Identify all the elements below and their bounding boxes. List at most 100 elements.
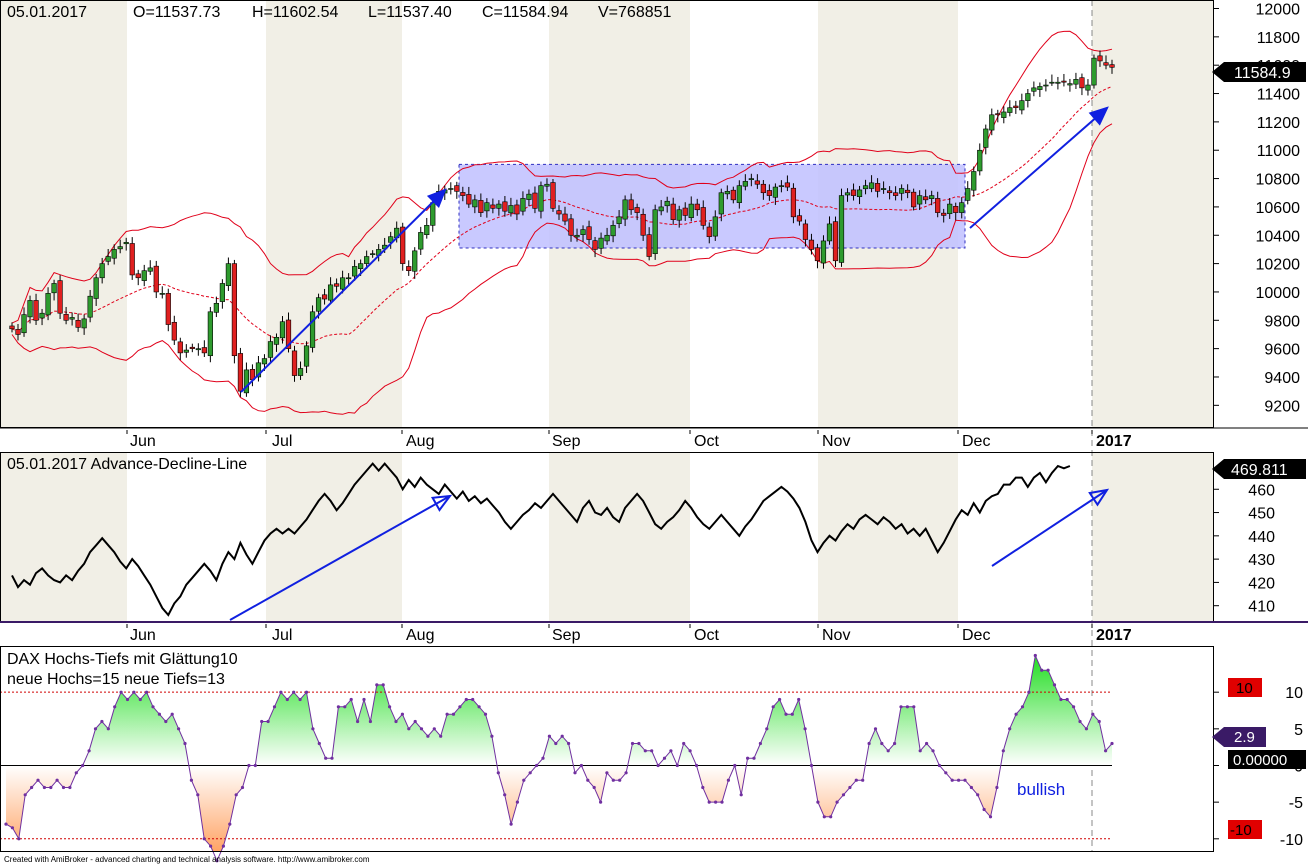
osc-point — [490, 734, 494, 738]
ad-month-label: Jun — [130, 627, 156, 644]
candle — [340, 270, 346, 294]
osc-point — [17, 837, 21, 841]
ad-trend-arrow-2-shaft — [991, 489, 1108, 567]
candle-body — [87, 295, 93, 318]
osc-point — [963, 778, 967, 782]
osc-point — [23, 793, 27, 797]
osc-point — [944, 771, 948, 775]
candle-body — [315, 297, 322, 312]
candle-body — [267, 341, 274, 358]
candle — [189, 343, 195, 353]
osc-point — [183, 741, 187, 746]
candle — [1043, 79, 1049, 92]
osc-point — [950, 778, 954, 782]
osc-point — [835, 800, 839, 804]
candle-body — [941, 212, 947, 216]
candle — [93, 273, 99, 306]
price-header-open: O=11537.73 — [133, 4, 220, 21]
candle-body — [201, 347, 207, 354]
candle-body — [995, 113, 1001, 116]
osc-point — [1033, 653, 1037, 658]
candle-body — [406, 266, 412, 271]
candle — [309, 305, 316, 353]
osc-point — [605, 771, 609, 775]
candle-body — [676, 209, 682, 221]
candle-body — [814, 247, 821, 262]
candle-body — [935, 198, 941, 213]
candle — [370, 250, 376, 258]
osc-point — [362, 697, 366, 702]
candle — [790, 183, 797, 224]
candle — [742, 174, 748, 191]
candle — [406, 260, 412, 276]
candle-body — [388, 236, 394, 243]
osc-point — [1008, 727, 1012, 731]
osc-point — [170, 712, 174, 716]
osc-point — [720, 800, 724, 804]
candle — [856, 185, 863, 205]
ad-trend-arrow-1-head — [430, 494, 453, 512]
candle-body — [965, 188, 971, 201]
candle-body — [989, 114, 995, 131]
candle-body — [147, 267, 153, 272]
candle-body — [15, 329, 21, 335]
advance-decline-panel[interactable] — [11, 462, 1110, 621]
candle — [586, 220, 592, 245]
candle-body — [772, 186, 778, 198]
osc-point — [196, 793, 200, 797]
candle-body — [953, 206, 959, 213]
bollinger-upper-band — [11, 30, 1113, 324]
candle-body — [454, 185, 460, 192]
osc-point — [662, 756, 667, 760]
candle — [454, 181, 460, 199]
candle-body — [1013, 105, 1019, 109]
candle — [478, 193, 484, 217]
candle-body — [57, 280, 63, 314]
candle-body — [604, 234, 610, 242]
osc-point — [496, 771, 500, 775]
osc-point — [93, 727, 98, 731]
candle-body — [321, 294, 328, 300]
ad-month-label: Jul — [272, 627, 292, 644]
candle — [321, 288, 328, 305]
candle — [69, 312, 75, 326]
osc-point — [567, 741, 571, 746]
osc-point — [560, 734, 564, 738]
osc-point — [272, 705, 277, 709]
candle-body — [826, 223, 833, 242]
candle-body — [141, 270, 147, 281]
candle-body — [370, 253, 376, 255]
candle — [953, 202, 959, 221]
candle — [1091, 54, 1097, 89]
candle — [213, 296, 219, 318]
osc-point — [982, 807, 986, 812]
candle — [712, 210, 718, 241]
candle-body — [808, 239, 815, 250]
advance-decline-line — [11, 462, 1071, 617]
osc-point — [285, 697, 289, 702]
candle — [183, 344, 189, 358]
candle-body — [886, 190, 893, 194]
osc-point — [189, 778, 193, 782]
candle — [754, 174, 760, 189]
candle — [1031, 81, 1037, 97]
candle — [472, 194, 478, 214]
highs-lows-panel[interactable] — [0, 653, 1114, 863]
candle — [862, 179, 869, 195]
candle — [520, 191, 526, 216]
price-header-volume: V=768851 — [598, 4, 672, 21]
price-panel[interactable] — [9, 30, 1115, 415]
candle — [796, 208, 803, 226]
candle-body — [574, 234, 580, 238]
osc-point — [42, 785, 47, 790]
candle-body — [532, 192, 538, 209]
candle-body — [868, 182, 875, 189]
candle-body — [514, 204, 520, 215]
candle — [502, 196, 508, 217]
candle — [736, 180, 742, 209]
osc-point — [1014, 712, 1018, 716]
candle-body — [947, 203, 953, 215]
candle — [544, 178, 550, 192]
osc-point — [400, 712, 404, 716]
